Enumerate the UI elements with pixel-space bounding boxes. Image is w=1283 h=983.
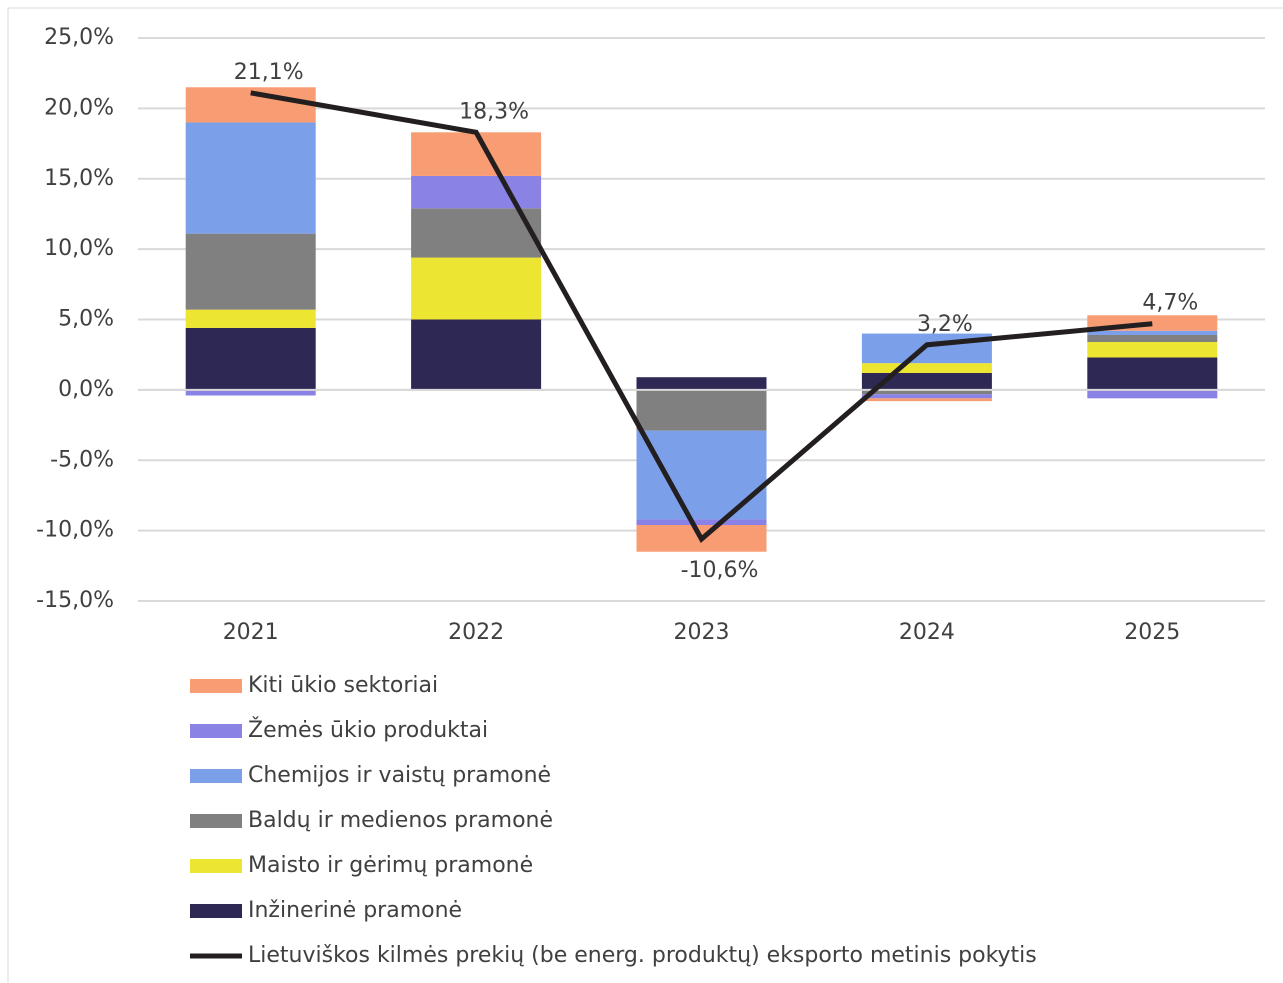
y-tick-label: -15,0% [36,588,114,613]
x-tick-label: 2021 [223,620,279,645]
legend-label: Inžinerinė pramonė [248,898,462,923]
bar-segment [861,398,992,402]
y-tick-label: 0,0% [58,377,114,402]
bar-segment [411,257,542,320]
bar-segment [1087,330,1218,335]
legend-swatch [190,724,242,738]
data-label: 21,1% [234,60,304,85]
bar-segment [1087,357,1218,390]
bar-segment [1087,389,1218,399]
legend-swatch [190,814,242,828]
bar-segment [861,394,992,399]
bar-segment [861,389,992,395]
data-label: 3,2% [917,312,973,337]
bar-segment [1087,334,1218,343]
bar-segment [411,319,542,390]
bar-segment [861,333,992,364]
data-label: -10,6% [681,558,759,583]
legend-swatch [190,769,242,783]
bar-segment [636,389,767,431]
data-label: 4,7% [1142,291,1198,316]
bar-segment [185,122,316,234]
y-tick-label: 5,0% [58,307,114,332]
legend-label: Lietuviškos kilmės prekių (be energ. pro… [248,943,1037,968]
y-tick-label: 20,0% [44,95,114,120]
bar-segment [411,175,542,209]
legend-label: Baldų ir medienos pramonė [248,808,553,833]
bar-segment [185,389,316,396]
bar-segment [185,327,316,390]
bar-segment [861,372,992,390]
y-tick-label: 10,0% [44,236,114,261]
legend-swatch [190,679,242,693]
x-tick-label: 2025 [1124,620,1180,645]
legend-label: Žemės ūkio produktai [248,717,488,743]
y-tick-label: -10,0% [36,518,114,543]
legend-swatch [190,859,242,873]
bar-segment [185,87,316,123]
bar-segment [185,309,316,328]
x-tick-label: 2023 [674,620,730,645]
bar-segment [411,132,542,176]
y-tick-label: -5,0% [50,447,114,472]
bar-segment [861,363,992,373]
bar-segment [636,377,767,390]
legend-label: Chemijos ir vaistų pramonė [248,763,551,788]
y-tick-label: 15,0% [44,166,114,191]
bar-segment [1087,342,1218,358]
data-label: 18,3% [459,99,529,124]
y-tick-label: 25,0% [44,25,114,50]
line-series [250,90,1153,543]
x-tick-label: 2024 [899,620,955,645]
bar-segment [185,233,316,310]
legend-label: Maisto ir gėrimų pramonė [248,853,533,878]
legend-label: Kiti ūkio sektoriai [248,673,438,698]
legend-swatch [190,904,242,918]
x-tick-label: 2022 [448,620,504,645]
bar-segment [411,208,542,258]
bar-segment [636,519,767,525]
bar-segment [636,430,767,520]
